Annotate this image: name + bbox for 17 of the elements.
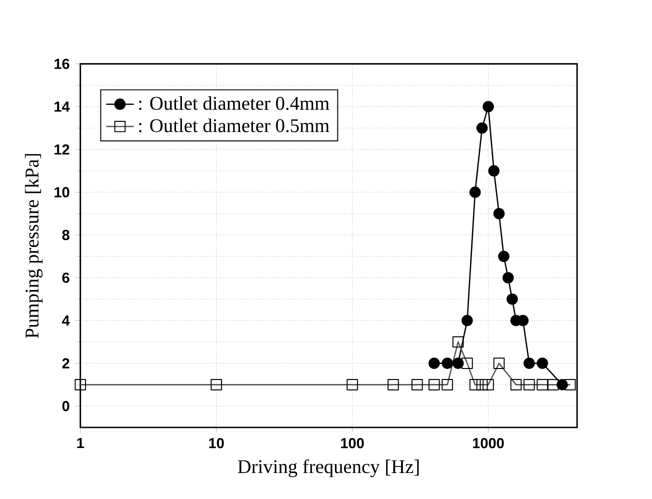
y-tick-label: 8 [62,230,70,240]
y-tick-label: 16 [54,58,70,70]
y-tick-label: 6 [62,272,70,284]
y-tick-label: 4 [62,316,70,326]
y-tick-label: 12 [54,144,70,155]
legend-label: : Outlet diameter 0.5mm [139,118,330,132]
x-tick-label: 1 [77,438,84,448]
x-tick-label: 1000 [473,438,504,448]
x-tick-label: 100 [341,438,364,448]
y-tick-label: 2 [62,358,70,369]
x-axis-title: Driving frequency [Hz] [238,460,419,478]
y-tick-label: 0 [62,401,70,412]
y-axis-title: Pumping pressure [kPa] [24,154,43,338]
legend-label: : Outlet diameter 0.4mm [139,96,330,110]
y-tick-label: 14 [54,102,70,112]
x-tick-label: 10 [209,438,224,448]
y-tick-label: 10 [54,187,70,198]
